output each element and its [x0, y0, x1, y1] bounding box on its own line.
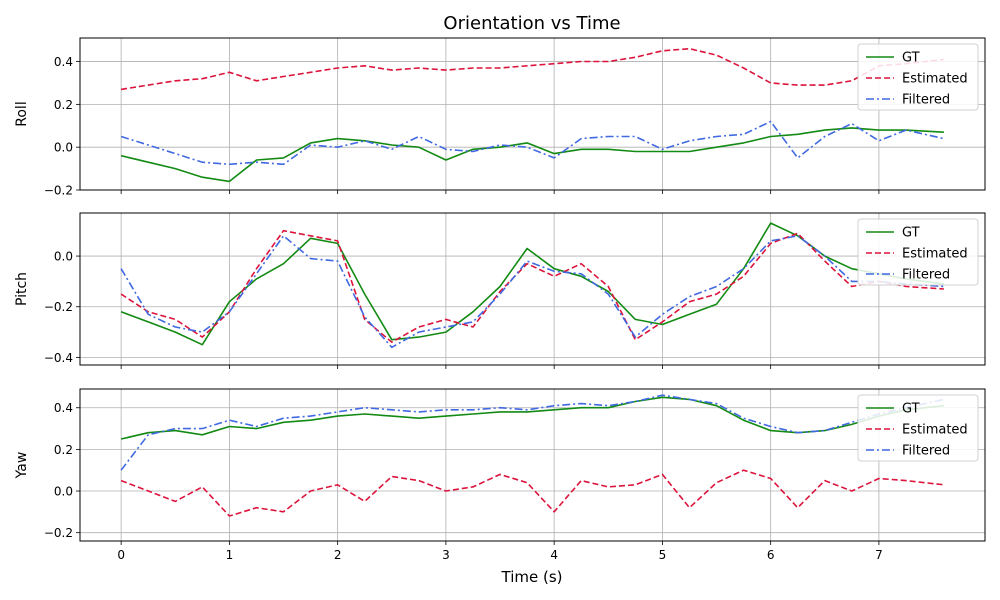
legend-box: [857, 43, 979, 111]
x-tick-label: 4: [550, 548, 558, 562]
x-tick-label: 3: [442, 548, 450, 562]
series-line-gt: [120, 396, 944, 440]
x-tick-label: 6: [767, 548, 775, 562]
legend-label-filtered: Filtered: [902, 444, 950, 459]
panels: −0.20.00.20.4RollGTEstimatedFiltered−0.4…: [14, 37, 986, 562]
series-line-estimated: [120, 47, 944, 91]
series-line-estimated: [120, 469, 944, 517]
series-line-filtered: [120, 120, 945, 166]
legend-label-gt: GT: [902, 402, 920, 417]
series-line-gt: [120, 127, 944, 183]
legend-label-estimated: Estimated: [902, 423, 968, 438]
legend-label-estimated: Estimated: [902, 72, 968, 87]
y-tick-label: −0.2: [44, 526, 73, 540]
legend: GT Estimated Filtered: [857, 43, 979, 111]
x-tick-label: 2: [334, 548, 342, 562]
y-tick-label: 0.2: [54, 98, 73, 112]
legend-label-gt: GT: [902, 226, 920, 241]
legend-box: [857, 394, 979, 462]
y-axis-label: Pitch: [14, 272, 30, 306]
axes-frame: [79, 37, 986, 191]
y-tick-label: 0.4: [54, 401, 73, 415]
y-tick-label: 0.0: [54, 250, 73, 264]
x-tick-label: 5: [659, 548, 667, 562]
panel-roll: −0.2 0.0 0.2 0.4 Roll GT Estimated Filtered: [14, 37, 986, 198]
series-line-filtered: [120, 394, 945, 471]
legend: GT Estimated Filtered: [857, 218, 979, 286]
panel-pitch: −0.4 −0.2 0.0 Pitch GT Estimated Filtered: [14, 212, 986, 369]
axes-frame: [79, 388, 986, 542]
legend-box: [857, 218, 979, 286]
x-tick-label: 0: [117, 548, 125, 562]
y-tick-label: 0.0: [54, 485, 73, 499]
x-tick-label: 1: [226, 548, 234, 562]
legend-label-gt: GT: [902, 51, 920, 66]
series-line-gt: [120, 222, 945, 346]
legend-label-filtered: Filtered: [902, 93, 950, 108]
legend: GT Estimated Filtered: [857, 394, 979, 462]
series-line-estimated: [120, 229, 944, 343]
x-tick-label: 7: [875, 548, 883, 562]
y-tick-label: 0.4: [54, 55, 73, 69]
y-tick-label: 0.0: [54, 141, 73, 155]
y-axis-label: Yaw: [14, 452, 30, 480]
y-tick-label: 0.2: [54, 443, 73, 457]
legend-label-filtered: Filtered: [902, 268, 950, 283]
legend-label-estimated: Estimated: [902, 247, 968, 262]
y-tick-label: −0.4: [44, 351, 73, 365]
y-tick-label: −0.2: [44, 184, 73, 198]
figure-title: Orientation vs Time: [443, 13, 620, 34]
axes-frame: [79, 212, 986, 366]
x-axis-label: Time (s): [501, 568, 563, 586]
panel-yaw: 0 1 2 3 4 5 6 7 −0.2 0.0 0.2 0.4 Yaw GT Estimated Filte…: [14, 388, 986, 562]
y-axis-label: Roll: [14, 101, 30, 126]
y-tick-label: −0.2: [44, 300, 73, 314]
